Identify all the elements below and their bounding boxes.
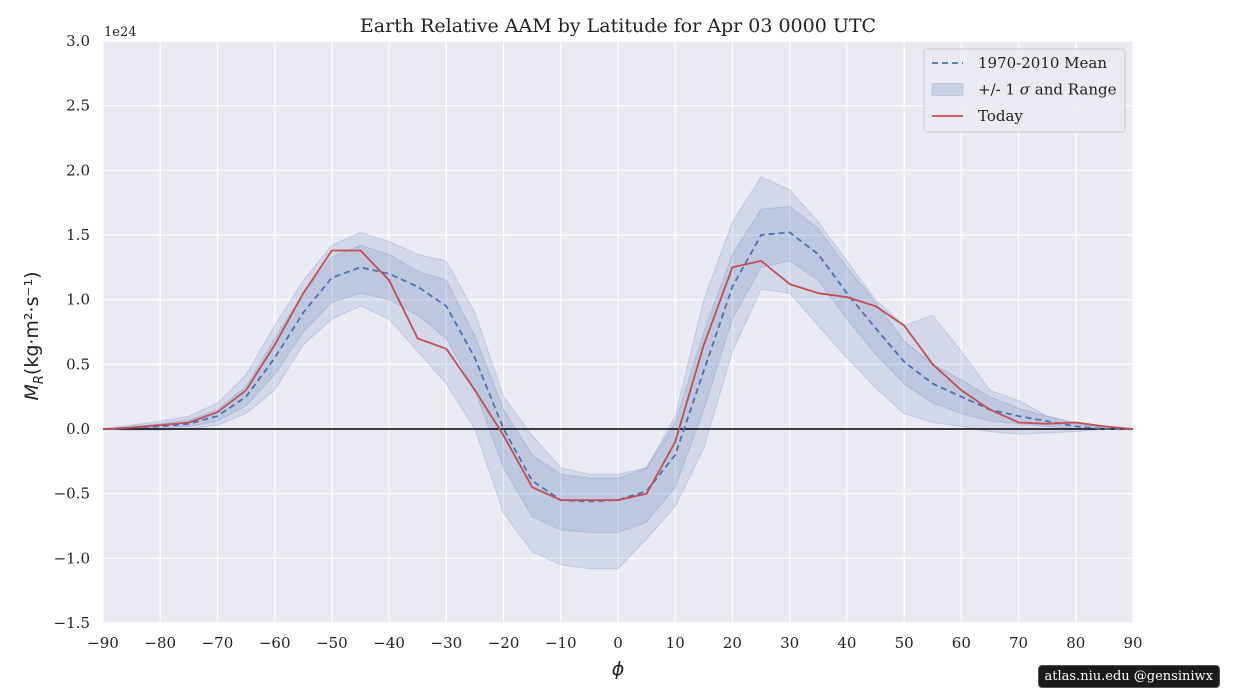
- y-tick-label: 2.5: [66, 97, 90, 115]
- x-tick-label: −60: [259, 634, 291, 652]
- grid-lines: [102, 40, 1134, 624]
- x-tick-label: −30: [431, 634, 463, 652]
- chart-title: Earth Relative AAM by Latitude for Apr 0…: [360, 15, 876, 37]
- x-tick-labels: −90 −80 −70 −60 −50 −40 −30 −20 −10 0 10 20 30 40 50 60…: [87, 634, 1142, 652]
- legend-label: +/- 1 σ and Range: [978, 81, 1117, 99]
- x-tick-label: −10: [545, 634, 577, 652]
- x-tick-label: 50: [895, 634, 914, 652]
- y-axis-label: MR(kg·m²·s⁻¹): [21, 271, 47, 400]
- y-axis-label-main: M: [21, 384, 43, 400]
- y-tick-label: 0.0: [66, 420, 90, 438]
- y-tick-label: −1.5: [54, 614, 90, 632]
- mean-line: [102, 231, 1133, 503]
- x-tick-label: −80: [144, 634, 176, 652]
- x-axis-label: ϕ: [612, 658, 625, 680]
- x-tick-label: 60: [952, 634, 971, 652]
- legend-label-symbol: σ: [1020, 81, 1031, 99]
- x-tick-label: −40: [373, 634, 405, 652]
- x-tick-label: −90: [87, 634, 119, 652]
- y-tick-label: 1.5: [66, 226, 90, 244]
- x-tick-label: 70: [1009, 634, 1028, 652]
- y-axis-label-sub: R: [32, 375, 47, 384]
- legend-label-part: and Range: [1030, 81, 1117, 99]
- y-tick-label: 0.5: [66, 355, 90, 373]
- legend-label-part: +/- 1: [978, 81, 1020, 99]
- x-tick-label: 10: [666, 634, 685, 652]
- y-tick-label: 2.0: [66, 161, 90, 179]
- x-tick-label: 90: [1123, 634, 1142, 652]
- x-tick-label: −70: [202, 634, 234, 652]
- y-tick-labels: −1.5 −1.0 −0.5 0.0 0.5 1.0 1.5 2.0 2.5 3.0: [54, 32, 90, 632]
- x-tick-label: 20: [723, 634, 742, 652]
- y-tick-label: 1.0: [66, 291, 90, 309]
- x-tick-label: 30: [780, 634, 799, 652]
- today-line: [102, 249, 1134, 502]
- x-tick-label: −50: [316, 634, 348, 652]
- legend-frame: [923, 48, 1126, 133]
- y-scale-label: 1e24: [104, 25, 137, 40]
- y-axis-label-units: (kg·m²·s⁻¹): [21, 271, 43, 375]
- y-tick-label: −0.5: [54, 485, 90, 503]
- legend: 1970-2010 Mean +/- 1 σ and Range Today: [923, 48, 1126, 133]
- legend-swatch-band: [931, 83, 964, 96]
- series-lines: [102, 231, 1134, 503]
- x-tick-label: 40: [837, 634, 856, 652]
- x-tick-label: 0: [613, 634, 623, 652]
- y-tick-label: 3.0: [66, 32, 90, 50]
- legend-label: 1970-2010 Mean: [978, 54, 1107, 72]
- x-tick-label: −20: [488, 634, 520, 652]
- x-tick-label: 80: [1066, 634, 1085, 652]
- legend-label: Today: [978, 107, 1023, 125]
- y-tick-label: −1.0: [54, 549, 90, 567]
- watermark: atlas.niu.edu @gensiniwx: [1037, 665, 1220, 688]
